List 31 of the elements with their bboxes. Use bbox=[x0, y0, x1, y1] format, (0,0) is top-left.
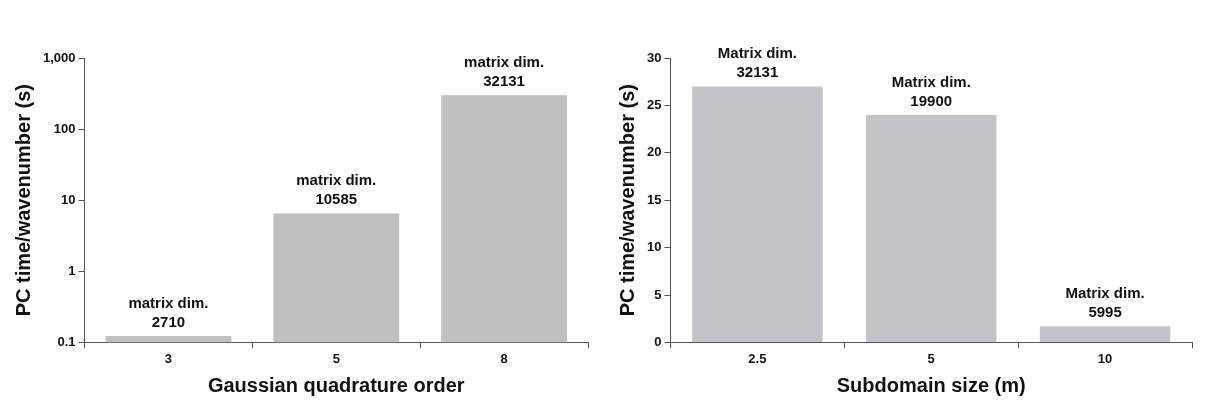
y-tick-label: 0 bbox=[654, 333, 662, 349]
y-tick-label: 25 bbox=[646, 96, 662, 112]
y-tick-label: 10 bbox=[61, 191, 76, 207]
y-tick-label: 0.1 bbox=[57, 333, 76, 349]
y-axis-title: PC time/wavenumber (s) bbox=[615, 84, 638, 317]
x-tick-label: 5 bbox=[332, 350, 340, 366]
annotation: matrix dim. 10585 bbox=[296, 171, 377, 208]
y-tick-label: 1,000 bbox=[42, 49, 76, 65]
x-tick-label: 3 bbox=[164, 350, 173, 366]
y-tick-label: 10 bbox=[646, 239, 662, 255]
x-axis-title: Subdomain size (m) bbox=[836, 373, 1026, 396]
annotation: Matrix dim. 32131 bbox=[717, 44, 797, 81]
bar bbox=[692, 86, 823, 342]
annotation: Matrix dim. 5995 bbox=[1065, 283, 1145, 320]
y-tick-label: 20 bbox=[646, 144, 662, 160]
y-tick-label: 15 bbox=[646, 191, 662, 207]
x-tick-label: 10 bbox=[1097, 350, 1113, 366]
annotation: matrix dim. 2710 bbox=[128, 293, 209, 330]
x-tick-label: 5 bbox=[927, 350, 935, 366]
y-tick-label: 5 bbox=[654, 286, 662, 302]
x-tick-label: 8 bbox=[500, 350, 508, 366]
x-tick-label: 2.5 bbox=[748, 350, 767, 366]
y-tick-label: 30 bbox=[646, 49, 662, 65]
y-axis-title: PC time/wavenumber (s) bbox=[11, 84, 34, 317]
y-tick-label: 100 bbox=[53, 120, 76, 136]
bar bbox=[1039, 326, 1171, 342]
bar bbox=[866, 114, 997, 342]
annotation: matrix dim. 32131 bbox=[464, 52, 545, 89]
annotation: Matrix dim. 19900 bbox=[891, 72, 971, 109]
y-tick-label: 1 bbox=[68, 262, 76, 278]
x-axis-title: Gaussian quadrature order bbox=[207, 373, 465, 396]
